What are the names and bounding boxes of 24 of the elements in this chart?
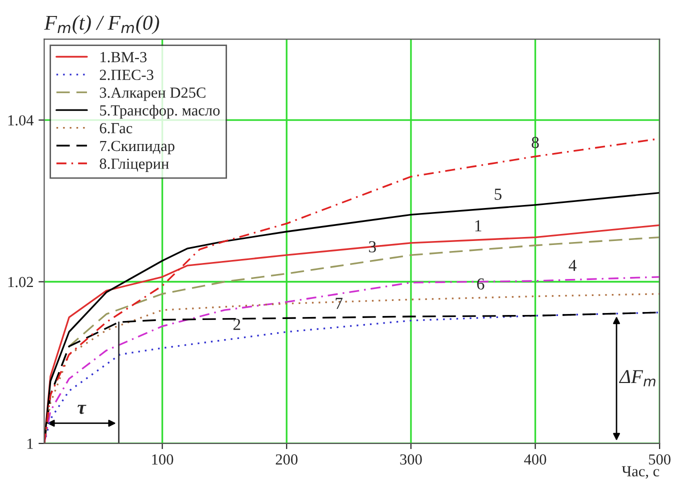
legend-label: 8.Гліцерин — [100, 158, 169, 172]
x-tick-label: 200 — [276, 454, 298, 465]
x-tick-label: 100 — [152, 454, 174, 465]
annotation: 1 — [475, 220, 482, 232]
x-axis-title: Час, с — [622, 466, 660, 479]
y-axis-title: F$_{m}$(t) / F$_{m}$(0) — [44, 15, 160, 34]
legend-label: 5.Трансфор. масло — [100, 104, 220, 119]
legend-label: 2.ПЕС-3 — [100, 70, 154, 80]
annotation: τ — [78, 404, 86, 414]
legend-label: 3.Алкарен D25C — [100, 88, 206, 101]
x-tick-label: 300 — [400, 454, 422, 465]
x-tick-label: 400 — [524, 454, 546, 465]
annotation: 4 — [568, 260, 576, 271]
y-tick-label: 1 — [27, 438, 33, 449]
y-tick-label: 1.04 — [8, 115, 34, 126]
annotation: 2 — [233, 318, 240, 330]
y-tick-label: 1.02 — [8, 276, 33, 288]
x-tick-label: 500 — [649, 454, 670, 465]
legend-label: 7.Скипидар — [100, 140, 174, 154]
annotation: 7 — [336, 298, 343, 309]
annotation: ΔF$_{m}$ — [618, 370, 656, 386]
legend-label: 1.ВМ-3 — [100, 52, 147, 62]
annotation: 5 — [494, 188, 502, 200]
legend-label: 6.Гас — [100, 123, 132, 134]
